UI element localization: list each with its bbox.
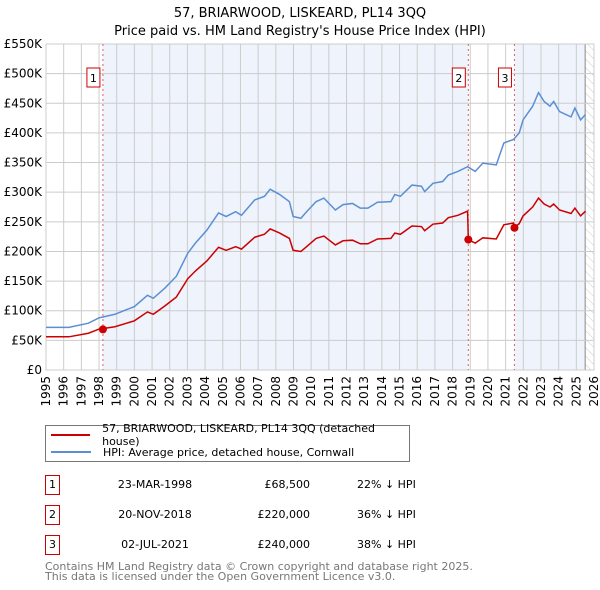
sale-point	[98, 325, 107, 334]
hpi-line	[46, 91, 587, 329]
x-tick-label: 2010	[304, 376, 318, 407]
sale-label-box	[86, 67, 101, 88]
x-tick-label: 1998	[92, 376, 106, 407]
x-tick-label: 2013	[357, 376, 371, 407]
footer-licence: This data is licensed under the Open Gov…	[45, 570, 396, 583]
legend-label: 57, BRIARWOOD, LISKEARD, PL14 3QQ (detac…	[102, 422, 375, 448]
sale-price: £220,000	[257, 508, 311, 521]
sale-label: 2	[455, 72, 462, 85]
y-tick-label: £300K	[4, 185, 44, 199]
x-tick-label: 2012	[340, 376, 354, 407]
chart-title: 57, BRIARWOOD, LISKEARD, PL14 3QQ	[174, 6, 426, 21]
x-tick-label: 2016	[410, 376, 424, 407]
y-tick-label: £200K	[4, 244, 44, 258]
y-tick-label: £550K	[4, 37, 44, 51]
y-tick-label: £400K	[4, 126, 44, 140]
sale-date: 23-MAR-1998	[117, 478, 193, 491]
legend-swatch-red	[51, 434, 91, 436]
legend-label: HPI: Average price, detached house, Corn…	[103, 445, 355, 459]
legend-item-hpi: HPI: Average price, detached house, Corn…	[46, 444, 354, 460]
x-tick-label: 2008	[269, 376, 283, 407]
table-row: 2 20-NOV-2018 £220,000 36% ↓ HPI	[45, 505, 445, 525]
x-tick-label: 2001	[145, 376, 159, 407]
shade-region	[102, 44, 469, 370]
x-tick-label: 2021	[499, 376, 513, 407]
plot-frame	[45, 43, 595, 371]
x-tick-label: 2025	[569, 376, 583, 407]
sale-price: £240,000	[257, 538, 311, 551]
sale-point	[464, 235, 473, 244]
legend-item-property: 57, BRIARWOOD, LISKEARD, PL14 3QQ (detac…	[46, 422, 409, 448]
legend: 57, BRIARWOOD, LISKEARD, PL14 3QQ (detac…	[45, 422, 410, 462]
x-tick-label: 2007	[251, 376, 265, 407]
y-tick-label: £250K	[4, 215, 44, 229]
x-tick-label: 2004	[198, 376, 212, 407]
table-row: 1 23-MAR-1998 £68,500 22% ↓ HPI	[45, 475, 445, 495]
future-hatch	[585, 44, 594, 370]
sale-date: 20-NOV-2018	[118, 508, 192, 521]
x-tick-label: 2000	[127, 376, 141, 407]
x-tick-label: 2005	[216, 376, 230, 407]
sale-number: 2	[45, 505, 60, 525]
x-tick-label: 2022	[516, 376, 530, 407]
x-tick-label: 1995	[39, 376, 53, 407]
x-tick-label: 2026	[587, 376, 600, 407]
sale-hpi-diff: 22% ↓ HPI	[357, 478, 416, 491]
x-tick-label: 2006	[233, 376, 247, 407]
table-row: 3 02-JUL-2021 £240,000 38% ↓ HPI	[45, 535, 445, 555]
y-tick-label: £50K	[11, 333, 43, 347]
price-chart: 57, BRIARWOOD, LISKEARD, PL14 3QQ Price …	[4, 6, 600, 407]
x-tick-label: 1996	[57, 376, 71, 407]
legend-swatch-blue	[51, 451, 91, 453]
footer-copyright: Contains HM Land Registry data © Crown c…	[45, 560, 473, 573]
x-tick-label: 2015	[393, 376, 407, 407]
x-tick-label: 1999	[110, 376, 124, 407]
x-tick-label: 2024	[552, 376, 566, 407]
x-tick-label: 2002	[163, 376, 177, 407]
y-tick-label: £100K	[4, 304, 44, 318]
x-tick-label: 2023	[534, 376, 548, 407]
sale-hpi-diff: 36% ↓ HPI	[357, 508, 416, 521]
sale-label: 3	[501, 72, 508, 85]
sale-number: 3	[45, 535, 60, 555]
x-tick-label: 2014	[375, 376, 389, 407]
sale-hpi-diff: 38% ↓ HPI	[357, 538, 416, 551]
x-tick-label: 2003	[180, 376, 194, 407]
x-tick-label: 2018	[446, 376, 460, 407]
sale-label: 1	[90, 72, 97, 85]
x-tick-label: 2020	[481, 376, 495, 407]
sale-point	[510, 223, 519, 232]
sale-label-box	[451, 67, 466, 88]
y-tick-label: £350K	[4, 156, 44, 170]
y-tick-label: £450K	[4, 96, 44, 110]
x-tick-label: 2011	[322, 376, 336, 407]
y-tick-label: £0	[27, 363, 42, 377]
sale-number: 1	[45, 475, 60, 495]
sale-price: £68,500	[264, 478, 311, 491]
y-tick-label: £150K	[4, 274, 44, 288]
x-tick-label: 2009	[286, 376, 300, 407]
x-tick-label: 2017	[428, 376, 442, 407]
sale-label-box	[497, 67, 512, 88]
y-tick-label: £500K	[4, 67, 44, 81]
x-tick-label: 2019	[463, 376, 477, 407]
price-paid-line	[46, 196, 587, 338]
chart-subtitle: Price paid vs. HM Land Registry's House …	[114, 24, 486, 39]
x-tick-label: 1997	[74, 376, 88, 407]
sale-date: 02-JUL-2021	[121, 538, 189, 551]
